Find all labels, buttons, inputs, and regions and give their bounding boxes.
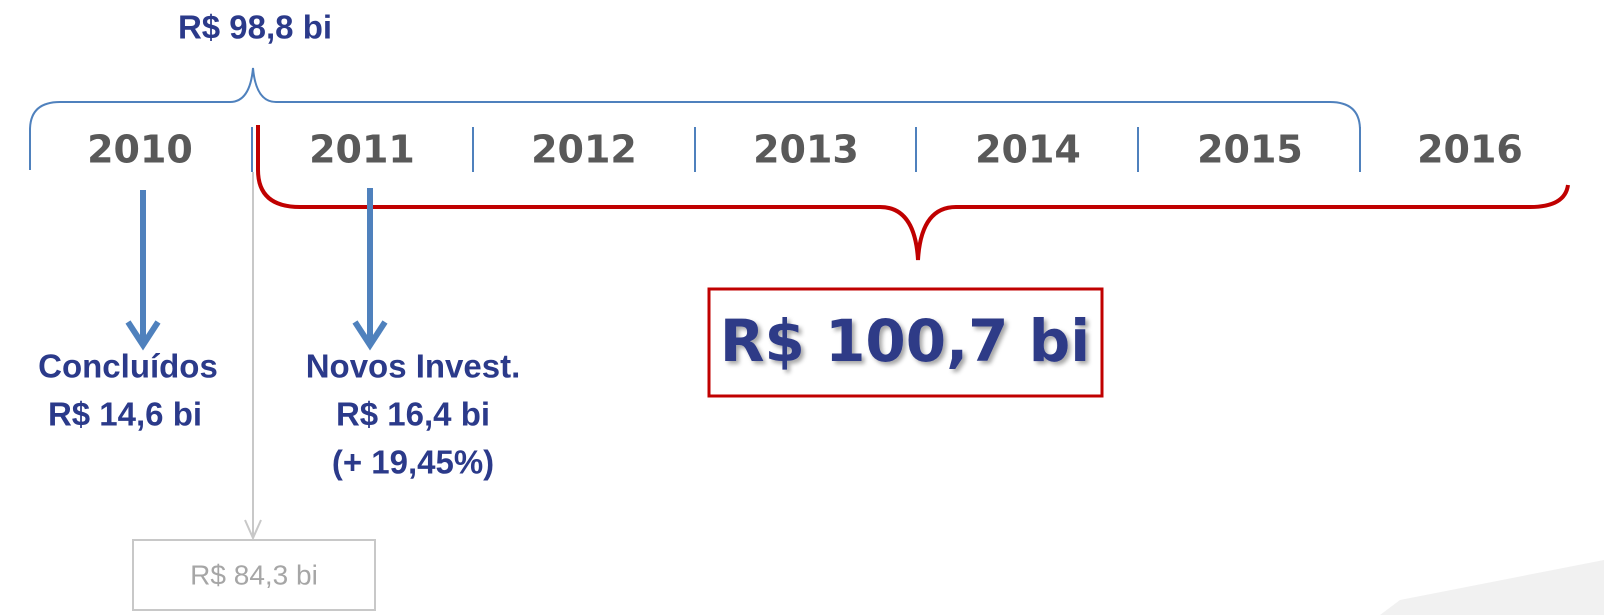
decor [1380, 560, 1604, 615]
concluded-label: Concluídos [38, 348, 218, 385]
year: 2014 [975, 128, 1081, 172]
total-box [707, 287, 1104, 398]
year: 2015 [1197, 128, 1303, 172]
concluded-value: R$ 14,6 bi [48, 396, 202, 433]
year: 2010 [87, 128, 193, 172]
year: 2011 [309, 128, 415, 172]
year: 2012 [531, 128, 637, 172]
red-brace [256, 125, 1570, 261]
new-change: (+ 19,45%) [332, 444, 494, 481]
year: 2016 [1417, 128, 1523, 172]
top-total: R$ 98,8 bi [178, 9, 332, 46]
year: 2013 [753, 128, 859, 172]
blue-brace [29, 67, 1361, 170]
gray-arrow [244, 172, 262, 541]
new-value: R$ 16,4 bi [336, 396, 490, 433]
separators [251, 127, 1361, 172]
blue-arrows [125, 188, 388, 351]
new-total: R$ 100,7 bi [720, 307, 1090, 375]
remaining-box [132, 539, 376, 611]
new-label: Novos Invest. [306, 348, 521, 385]
remaining-value: R$ 84,3 bi [190, 559, 318, 590]
